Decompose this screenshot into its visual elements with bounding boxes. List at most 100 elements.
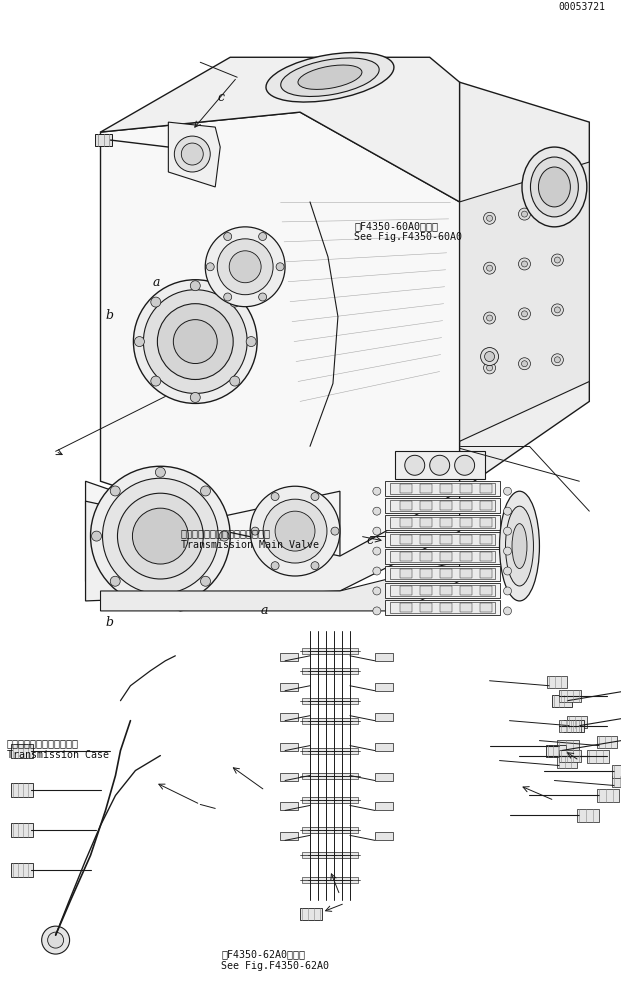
Bar bbox=[440, 569, 452, 578]
Ellipse shape bbox=[281, 58, 379, 97]
Bar bbox=[460, 484, 471, 493]
Bar bbox=[390, 483, 494, 494]
Ellipse shape bbox=[522, 147, 587, 227]
Bar bbox=[302, 747, 318, 753]
Text: c: c bbox=[218, 92, 225, 105]
Bar bbox=[400, 484, 412, 493]
Bar bbox=[564, 720, 584, 732]
Circle shape bbox=[504, 487, 511, 495]
Bar bbox=[440, 501, 452, 510]
Bar bbox=[334, 827, 350, 833]
Bar bbox=[326, 648, 342, 654]
Bar bbox=[326, 747, 342, 753]
Bar bbox=[334, 648, 350, 654]
Circle shape bbox=[259, 233, 267, 241]
Bar bbox=[385, 583, 499, 598]
Bar bbox=[390, 585, 494, 596]
Bar bbox=[318, 648, 334, 654]
Bar bbox=[342, 852, 358, 858]
Bar bbox=[559, 720, 582, 732]
Circle shape bbox=[481, 347, 499, 366]
Text: c: c bbox=[366, 534, 373, 547]
Circle shape bbox=[263, 499, 327, 563]
Circle shape bbox=[373, 487, 381, 495]
Circle shape bbox=[504, 547, 511, 555]
Bar bbox=[302, 698, 318, 704]
Bar bbox=[280, 742, 298, 750]
Bar bbox=[342, 718, 358, 724]
Circle shape bbox=[200, 486, 210, 496]
Bar bbox=[420, 552, 432, 561]
Bar bbox=[385, 599, 499, 615]
Bar bbox=[326, 827, 342, 833]
Circle shape bbox=[151, 297, 160, 307]
Circle shape bbox=[156, 595, 165, 605]
Bar bbox=[385, 549, 499, 564]
Circle shape bbox=[521, 261, 527, 267]
Bar bbox=[326, 718, 342, 724]
Circle shape bbox=[554, 207, 560, 213]
Bar bbox=[318, 798, 334, 804]
Circle shape bbox=[552, 204, 564, 216]
Circle shape bbox=[552, 304, 564, 316]
Bar bbox=[318, 852, 334, 858]
Bar bbox=[420, 501, 432, 510]
Bar bbox=[420, 484, 432, 493]
Circle shape bbox=[554, 357, 560, 363]
Bar bbox=[400, 602, 412, 612]
Bar bbox=[385, 481, 499, 496]
Bar bbox=[310, 648, 326, 654]
Circle shape bbox=[103, 478, 218, 594]
Circle shape bbox=[110, 486, 120, 496]
Bar bbox=[310, 827, 326, 833]
Bar bbox=[302, 772, 318, 779]
Polygon shape bbox=[460, 82, 589, 491]
Polygon shape bbox=[86, 491, 460, 600]
Circle shape bbox=[118, 493, 203, 579]
Bar bbox=[310, 698, 326, 704]
Bar bbox=[440, 484, 452, 493]
Circle shape bbox=[275, 511, 315, 551]
Bar bbox=[342, 798, 358, 804]
Bar bbox=[334, 718, 350, 724]
Circle shape bbox=[250, 486, 340, 576]
Bar bbox=[440, 552, 452, 561]
Bar bbox=[440, 519, 452, 528]
Circle shape bbox=[373, 528, 381, 535]
Bar bbox=[326, 798, 342, 804]
Circle shape bbox=[251, 528, 259, 535]
Bar bbox=[385, 498, 499, 513]
Circle shape bbox=[483, 362, 496, 374]
Text: 第F4350-60A0図参照
See Fig.F4350-60A0: 第F4350-60A0図参照 See Fig.F4350-60A0 bbox=[355, 221, 462, 243]
Circle shape bbox=[174, 136, 210, 172]
Bar bbox=[420, 519, 432, 528]
Bar bbox=[420, 602, 432, 612]
Bar bbox=[400, 535, 412, 544]
Circle shape bbox=[156, 467, 165, 477]
Circle shape bbox=[519, 208, 531, 220]
Bar bbox=[310, 798, 326, 804]
Bar bbox=[375, 832, 393, 840]
Bar bbox=[310, 747, 326, 753]
Bar bbox=[559, 749, 582, 761]
Bar bbox=[375, 772, 393, 781]
Circle shape bbox=[519, 308, 531, 319]
Text: トランスミッションメインバルブ
Transmission Main Valve: トランスミッションメインバルブ Transmission Main Valve bbox=[181, 528, 318, 550]
Bar bbox=[334, 798, 350, 804]
Circle shape bbox=[521, 211, 527, 217]
Bar bbox=[342, 772, 358, 779]
Circle shape bbox=[486, 316, 493, 321]
Text: トランスミッションケース
Transmission Case: トランスミッションケース Transmission Case bbox=[7, 739, 109, 760]
Circle shape bbox=[42, 926, 70, 954]
Bar bbox=[318, 698, 334, 704]
Bar bbox=[300, 908, 322, 920]
Ellipse shape bbox=[298, 65, 362, 90]
Bar bbox=[375, 803, 393, 810]
Bar bbox=[11, 864, 33, 878]
Text: 00053721: 00053721 bbox=[559, 2, 606, 12]
Bar bbox=[480, 569, 491, 578]
Bar bbox=[310, 772, 326, 779]
Bar bbox=[460, 586, 471, 595]
Bar bbox=[612, 764, 622, 778]
Ellipse shape bbox=[499, 491, 539, 600]
